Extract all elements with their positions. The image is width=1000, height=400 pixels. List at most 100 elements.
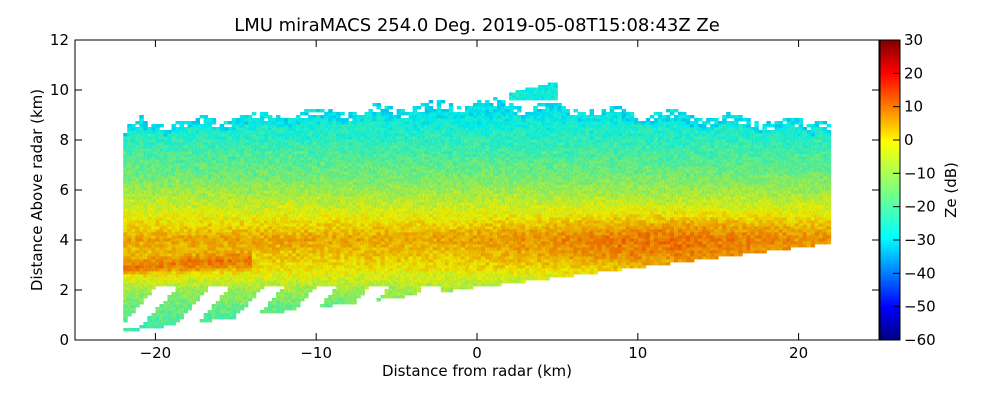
echo-cell	[231, 295, 237, 299]
echo-cell	[215, 178, 221, 182]
echo-cell	[179, 259, 184, 263]
echo-cell	[440, 115, 446, 119]
echo-cell	[364, 193, 369, 197]
echo-cell	[440, 247, 446, 251]
echo-cell	[412, 265, 418, 269]
echo-cell	[280, 292, 285, 296]
echo-cell	[135, 253, 140, 257]
echo-cell	[436, 124, 442, 128]
echo-cell	[356, 160, 361, 164]
echo-cell	[332, 262, 337, 266]
echo-cell	[259, 112, 265, 116]
echo-cell	[368, 190, 373, 194]
echo-cell	[155, 244, 160, 248]
echo-cell	[139, 139, 144, 143]
echo-cell	[227, 214, 233, 218]
echo-cell	[251, 169, 257, 173]
echo-cell	[207, 280, 213, 284]
echo-cell	[191, 271, 196, 275]
echo-cell	[320, 196, 325, 200]
echo-cell	[368, 196, 373, 200]
echo-cell	[203, 226, 209, 230]
echo-cell	[159, 247, 164, 251]
echo-cell	[243, 214, 249, 218]
echo-cell	[376, 223, 381, 227]
echo-cell	[412, 154, 418, 158]
echo-cell	[199, 271, 205, 275]
echo-cell	[396, 163, 402, 167]
echo-cell	[131, 277, 136, 281]
echo-cell	[400, 250, 406, 254]
echo-cell	[300, 238, 305, 242]
echo-cell	[420, 130, 426, 134]
echo-cell	[340, 175, 345, 179]
echo-cell	[143, 211, 148, 215]
echo-cell	[396, 214, 402, 218]
echo-cell	[328, 121, 333, 125]
echo-cell	[199, 187, 205, 191]
echo-cell	[348, 226, 353, 230]
echo-cell	[259, 262, 265, 266]
echo-cell	[235, 286, 241, 290]
echo-cell	[135, 184, 140, 188]
echo-cell	[316, 271, 321, 275]
echo-cell	[123, 235, 128, 239]
echo-cell	[344, 232, 349, 236]
echo-cell	[159, 208, 164, 212]
echo-cell	[207, 184, 213, 188]
echo-cell	[300, 157, 305, 161]
echo-cell	[267, 169, 273, 173]
echo-cell	[324, 235, 329, 239]
echo-cell	[412, 244, 418, 248]
echo-cell	[203, 313, 209, 317]
echo-cell	[416, 148, 422, 152]
echo-cell	[215, 217, 221, 221]
echo-cell	[155, 238, 160, 242]
echo-cell	[183, 271, 188, 275]
echo-cell	[195, 289, 201, 293]
echo-cell	[239, 205, 245, 209]
echo-cell	[151, 256, 156, 260]
echo-cell	[247, 253, 253, 257]
echo-cell	[408, 172, 414, 176]
echo-cell	[211, 241, 217, 245]
echo-cell	[388, 280, 393, 284]
echo-cell	[263, 139, 269, 143]
echo-cell	[187, 244, 192, 248]
echo-cell	[424, 199, 430, 203]
echo-cell	[344, 136, 349, 140]
echo-cell	[396, 286, 402, 290]
echo-cell	[231, 313, 237, 317]
echo-cell	[131, 280, 136, 284]
echo-cell	[151, 205, 156, 209]
echo-cell	[408, 139, 414, 143]
echo-cell	[340, 193, 345, 197]
echo-cell	[239, 226, 245, 230]
echo-cell	[127, 163, 132, 167]
echo-cell	[420, 202, 426, 206]
echo-cell	[364, 148, 369, 152]
echo-cell	[304, 196, 309, 200]
echo-cell	[219, 241, 225, 245]
echo-cell	[199, 127, 205, 131]
echo-cell	[444, 268, 450, 272]
echo-cell	[296, 238, 301, 242]
echo-cell	[139, 253, 144, 257]
echo-cell	[412, 205, 418, 209]
echo-cell	[247, 241, 253, 245]
echo-cell	[239, 295, 245, 299]
echo-cell	[231, 283, 237, 287]
echo-cell	[247, 271, 253, 275]
echo-cell	[276, 304, 281, 308]
echo-cell	[187, 307, 192, 311]
echo-cell	[267, 151, 273, 155]
echo-cell	[296, 271, 301, 275]
echo-cell	[259, 145, 265, 149]
echo-cell	[412, 193, 418, 197]
echo-cell	[288, 259, 293, 263]
echo-cell	[304, 223, 309, 227]
echo-cell	[219, 127, 225, 131]
echo-cell	[127, 280, 132, 284]
echo-cell	[340, 277, 345, 281]
echo-cell	[320, 115, 325, 119]
